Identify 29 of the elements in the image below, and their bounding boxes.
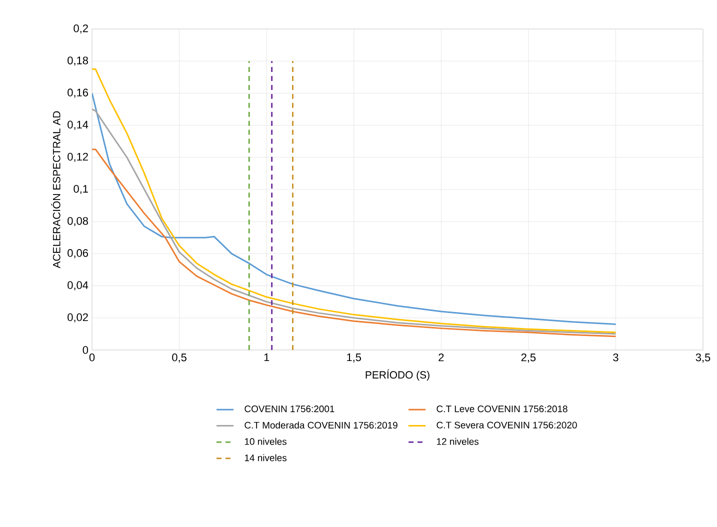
line-series: [92, 148, 616, 338]
y-tick-label: 0,14: [68, 120, 88, 130]
y-tick-label: 0,16: [68, 88, 88, 98]
legend-label: COVENIN 1756:2001: [244, 406, 334, 412]
y-tick-label: 0,04: [68, 281, 88, 290]
y-axis-title: ACELERACIÓN ESPECTRAL AD: [51, 111, 60, 268]
x-tick-label: 3: [613, 354, 618, 362]
x-tick-label: 0,5: [172, 354, 186, 363]
y-tick-label: 0,1: [74, 184, 88, 194]
legend-label: 14 niveles: [244, 454, 286, 462]
y-tick-label: 0: [82, 346, 88, 354]
legend-label: 10 niveles: [244, 438, 286, 445]
x-tick-label: 0: [89, 354, 95, 362]
legend-label: C.T Severa COVENIN 1756:2020: [436, 422, 577, 428]
x-tick-label: 2: [438, 354, 444, 362]
legend-label: C.T Leve COVENIN 1756:2018: [436, 406, 568, 412]
y-tick-label: 0,08: [68, 217, 88, 226]
y-tick-label: 0,06: [68, 249, 88, 258]
legend-label: 12 niveles: [436, 438, 479, 445]
x-axis-title: PERÍODO (S): [366, 369, 430, 381]
x-tick-label: 1: [264, 354, 270, 362]
y-tick-label: 0,12: [68, 152, 88, 162]
y-tick-label: 0,18: [68, 56, 88, 66]
y-tick-label: 0,02: [68, 313, 88, 322]
legend-label: C.T Moderada COVENIN 1756:2019: [244, 422, 398, 429]
x-tick-label: 3,5: [696, 354, 710, 363]
y-tick-label: 0,2: [74, 24, 88, 34]
x-tick-label: 2,5: [521, 354, 536, 363]
x-tick-label: 1,5: [347, 354, 362, 362]
